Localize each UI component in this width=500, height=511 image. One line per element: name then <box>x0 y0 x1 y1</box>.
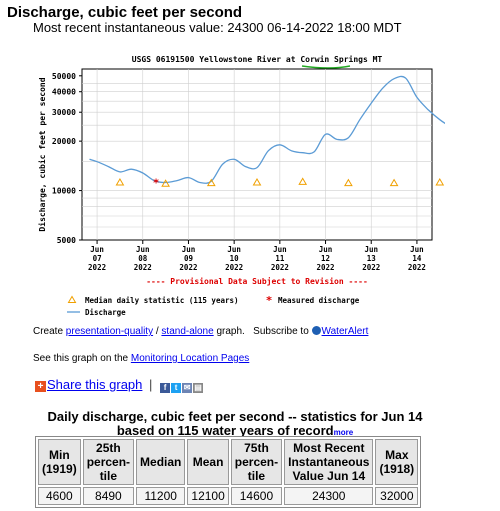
x-tick-label: Jun <box>182 245 196 254</box>
median-daily-point <box>115 177 125 186</box>
statistics-table: Min (1919) 25th percen-tile Median Mean 75th pe… <box>35 436 422 508</box>
y-tick-label: 40000 <box>52 88 76 97</box>
stats-header-max: Max (1918) <box>375 439 419 485</box>
median-daily-point <box>206 178 216 187</box>
x-tick-label: Jun <box>90 245 104 254</box>
title-annotation-underline <box>301 65 351 69</box>
x-tick-label: 2022 <box>362 263 380 272</box>
stats-value-most-recent: 24300 <box>284 487 374 505</box>
median-daily-point <box>435 177 445 186</box>
stats-title-line2: based on 115 water years of recordmore <box>116 423 354 438</box>
measured-discharge-point: * <box>153 176 160 189</box>
y-tick-label: 50000 <box>52 72 76 81</box>
stats-header-min: Min (1919) <box>38 439 81 485</box>
plot-frame <box>81 68 433 241</box>
presentation-quality-link[interactable]: presentation-quality <box>65 326 154 337</box>
x-tick-label: 11 <box>275 254 285 263</box>
legend-measured-marker: * <box>266 294 273 307</box>
x-tick-label: 14 <box>412 254 422 263</box>
page-title: Discharge, cubic feet per second <box>7 4 243 21</box>
more-link[interactable]: more <box>333 428 354 437</box>
y-tick-label: 20000 <box>52 137 76 146</box>
share-this-graph-link[interactable]: Share this graph <box>47 377 143 392</box>
facebook-icon[interactable]: f <box>160 383 171 393</box>
stats-value-25th-percentile: 8490 <box>82 487 135 505</box>
legend-median-label: Median daily statistic (115 years) <box>85 296 239 305</box>
median-daily-point <box>298 177 308 185</box>
legend-discharge-label: Discharge <box>85 308 126 317</box>
stats-header-mean: Mean <box>187 439 229 485</box>
y-tick-label: 10000 <box>52 187 76 196</box>
legend: Median daily statistic (115 years) * Measu… <box>67 294 360 317</box>
x-tick-label: 13 <box>367 254 377 263</box>
median-daily-point <box>344 178 353 187</box>
x-tick-label: 07 <box>93 254 102 263</box>
chart-title: USGS 06191500 Yellowstone River at Corwi… <box>132 54 383 64</box>
x-tick-label: Jun <box>364 245 378 254</box>
x-tick-label: 2022 <box>225 263 243 272</box>
x-tick-label: 09 <box>184 254 194 263</box>
recent-value: Most recent instantaneous value: 24300 0… <box>33 20 402 35</box>
x-tick-label: 2022 <box>271 263 289 272</box>
x-tick-label: Jun <box>319 245 333 254</box>
median-daily-point <box>161 179 170 187</box>
x-tick-label: 12 <box>321 254 330 263</box>
x-tick-label: 08 <box>138 254 148 263</box>
legend-median-marker <box>67 295 77 303</box>
stats-value-row: 4600 8490 11200 12100 14600 24300 32000 <box>38 487 419 505</box>
email-icon[interactable]: ✉ <box>182 383 193 393</box>
x-tick-label: 10 <box>230 254 240 263</box>
discharge-series-line <box>89 75 452 184</box>
stats-header-75th-percentile: 75th percen-tile <box>230 439 283 485</box>
stats-title-line1: Daily discharge, cubic feet per second -… <box>47 409 423 424</box>
mlp-line: See this graph on the Monitoring Locatio… <box>33 353 250 364</box>
twitter-icon[interactable]: t <box>171 383 182 393</box>
x-tick-label: 2022 <box>408 263 426 272</box>
x-tick-label: Jun <box>410 245 424 254</box>
monitoring-location-pages-link[interactable]: Monitoring Location Pages <box>130 353 250 364</box>
stats-header-median: Median <box>136 439 186 485</box>
x-tick-label: Jun <box>273 245 287 254</box>
print-icon[interactable]: ▤ <box>193 383 204 393</box>
legend-measured-label: Measured discharge <box>278 296 360 305</box>
create-line: Create presentation-quality / stand-alon… <box>33 326 369 337</box>
wateralert-link[interactable]: WaterAlert <box>321 326 369 337</box>
provisional-note: ---- Provisional Data Subject to Revisio… <box>146 276 368 286</box>
discharge-graph: USGS 06191500 Yellowstone River at Corwi… <box>0 40 452 330</box>
stats-header-most-recent: Most Recent Instantaneous Value Jun 14 <box>284 439 374 485</box>
share-plus-icon[interactable]: + <box>35 381 46 392</box>
x-tick-label: 2022 <box>88 263 106 272</box>
median-daily-point <box>389 178 399 187</box>
stats-header-25th-percentile: 25th percen-tile <box>82 439 135 485</box>
wateralert-icon <box>311 326 321 335</box>
stats-value-75th-percentile: 14600 <box>230 487 283 505</box>
x-tick-label: Jun <box>136 245 150 254</box>
stats-value-max: 32000 <box>375 487 419 505</box>
stats-value-median: 11200 <box>136 487 186 505</box>
y-tick-label: 5000 <box>57 236 76 245</box>
y-tick-label: 30000 <box>52 108 76 117</box>
stats-value-min: 4600 <box>38 487 81 505</box>
x-tick-label: 2022 <box>179 263 197 272</box>
stats-header-row: Min (1919) 25th percen-tile Median Mean 75th pe… <box>38 439 419 485</box>
share-bar: + Share this graph | f t ✉ ▤ <box>35 377 204 393</box>
x-tick-label: 2022 <box>317 263 335 272</box>
x-tick-label: 2022 <box>134 263 152 272</box>
stand-alone-link[interactable]: stand-alone <box>161 326 214 337</box>
y-axis-label: Discharge, cubic feet per second <box>37 77 47 231</box>
x-tick-label: Jun <box>227 245 241 254</box>
stats-value-mean: 12100 <box>187 487 229 505</box>
median-daily-point <box>252 177 262 186</box>
